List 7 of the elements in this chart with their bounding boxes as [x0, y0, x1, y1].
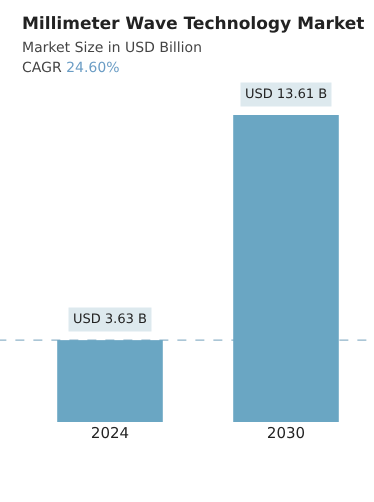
- chart-title: Millimeter Wave Technology Market: [22, 14, 364, 34]
- x-tick-label: 2030: [266, 424, 306, 442]
- data-label: USD 3.63 B: [73, 312, 147, 327]
- x-tick-label: 2024: [90, 424, 130, 442]
- chart-subtitle: Market Size in USD Billion: [22, 40, 203, 56]
- text: CAGR 24.60%: [22, 60, 121, 76]
- data-label: USD 13.61 B: [245, 87, 328, 102]
